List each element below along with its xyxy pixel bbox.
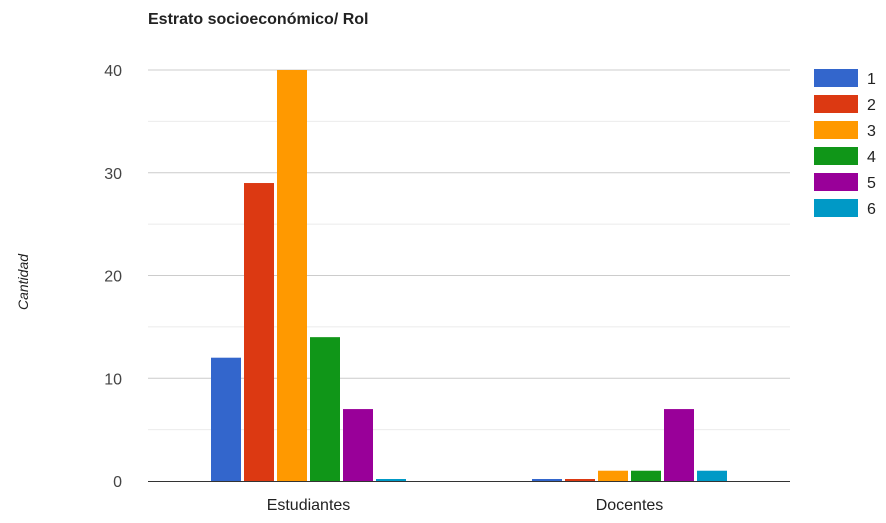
y-tick-label: 10: [104, 371, 122, 388]
x-category-label: Estudiantes: [267, 497, 351, 514]
bar-estudiantes-series-3: [277, 70, 307, 481]
bar-docentes-series-2: [565, 479, 595, 481]
legend-label: 2: [867, 97, 876, 114]
legend-label: 3: [867, 123, 876, 140]
y-tick-label: 30: [104, 166, 122, 183]
legend-swatch: [814, 147, 858, 165]
legend-swatch: [814, 69, 858, 87]
bar-estudiantes-series-6: [376, 479, 406, 481]
bar-docentes-series-3: [598, 470, 628, 481]
legend-label: 4: [867, 149, 876, 166]
bar-docentes-series-1: [532, 479, 562, 481]
y-axis-label: Cantidad: [15, 253, 31, 310]
bar-estudiantes-series-5: [343, 409, 373, 481]
y-tick-label: 40: [104, 63, 122, 80]
legend-label: 1: [867, 71, 876, 88]
bar-estudiantes-series-2: [244, 183, 274, 481]
legend-swatch: [814, 199, 858, 217]
legend-swatch: [814, 173, 858, 191]
legend-label: 6: [867, 201, 876, 218]
chart-title: Estrato socioeconómico/ Rol: [148, 11, 368, 28]
legend-swatch: [814, 121, 858, 139]
bar-docentes-series-4: [631, 470, 661, 481]
legend-swatch: [814, 95, 858, 113]
y-tick-label: 0: [113, 474, 122, 491]
bars: [211, 70, 727, 481]
bar-docentes-series-5: [664, 409, 694, 481]
bar-estudiantes-series-1: [211, 357, 241, 481]
y-axis-ticks: 0 10 20 30 40: [104, 63, 122, 491]
x-axis-categories: Estudiantes Docentes: [267, 497, 664, 514]
legend-label: 5: [867, 175, 876, 192]
bar-docentes-series-6: [697, 470, 727, 481]
x-category-label: Docentes: [596, 497, 664, 514]
bar-estudiantes-series-4: [310, 337, 340, 481]
legend: 1 2 3 4 5 6: [814, 69, 876, 218]
y-tick-label: 20: [104, 269, 122, 286]
